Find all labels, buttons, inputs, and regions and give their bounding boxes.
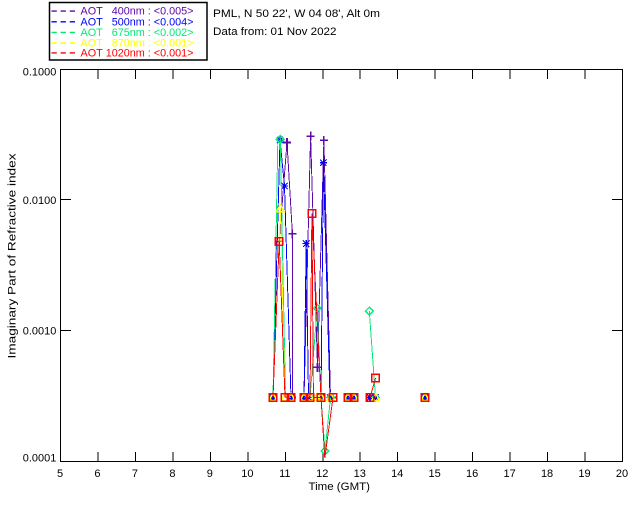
svg-text:15: 15 [429, 468, 441, 480]
svg-text:AOT 400nm : <0.005>: AOT 400nm : <0.005> [81, 6, 194, 18]
svg-text:AOT 675nm : <0.002>: AOT 675nm : <0.002> [81, 27, 194, 39]
svg-text:16: 16 [466, 468, 478, 480]
svg-text:18: 18 [541, 468, 553, 480]
svg-text:7: 7 [132, 468, 138, 480]
svg-text:0.0001: 0.0001 [23, 453, 57, 465]
svg-text:19: 19 [578, 468, 590, 480]
svg-text:AOT 1020nm : <0.001>: AOT 1020nm : <0.001> [81, 47, 194, 59]
svg-text:AOT 500nm : <0.004>: AOT 500nm : <0.004> [81, 16, 194, 28]
svg-text:PML, N 50 22', W 04 08', Alt 0: PML, N 50 22', W 04 08', Alt 0m [213, 8, 380, 20]
svg-text:14: 14 [391, 468, 403, 480]
svg-text:AOT 870nm : <0.001>: AOT 870nm : <0.001> [81, 38, 194, 50]
svg-text:13: 13 [354, 468, 366, 480]
svg-text:0.1000: 0.1000 [23, 67, 57, 79]
svg-text:Data from: 01 Nov 2022: Data from: 01 Nov 2022 [213, 26, 337, 38]
svg-text:8: 8 [169, 468, 175, 480]
svg-text:6: 6 [94, 468, 100, 480]
svg-text:Imaginary Part of Refractive i: Imaginary Part of Refractive index [7, 153, 19, 359]
svg-text:17: 17 [503, 468, 515, 480]
svg-text:9: 9 [207, 468, 213, 480]
svg-text:10: 10 [241, 468, 253, 480]
svg-text:0.0100: 0.0100 [23, 195, 57, 207]
svg-text:Time (GMT): Time (GMT) [309, 481, 371, 493]
svg-text:20: 20 [616, 468, 628, 480]
svg-text:0.0010: 0.0010 [23, 326, 57, 338]
svg-text:12: 12 [316, 468, 328, 480]
svg-text:11: 11 [279, 468, 290, 480]
svg-text:5: 5 [57, 468, 63, 480]
